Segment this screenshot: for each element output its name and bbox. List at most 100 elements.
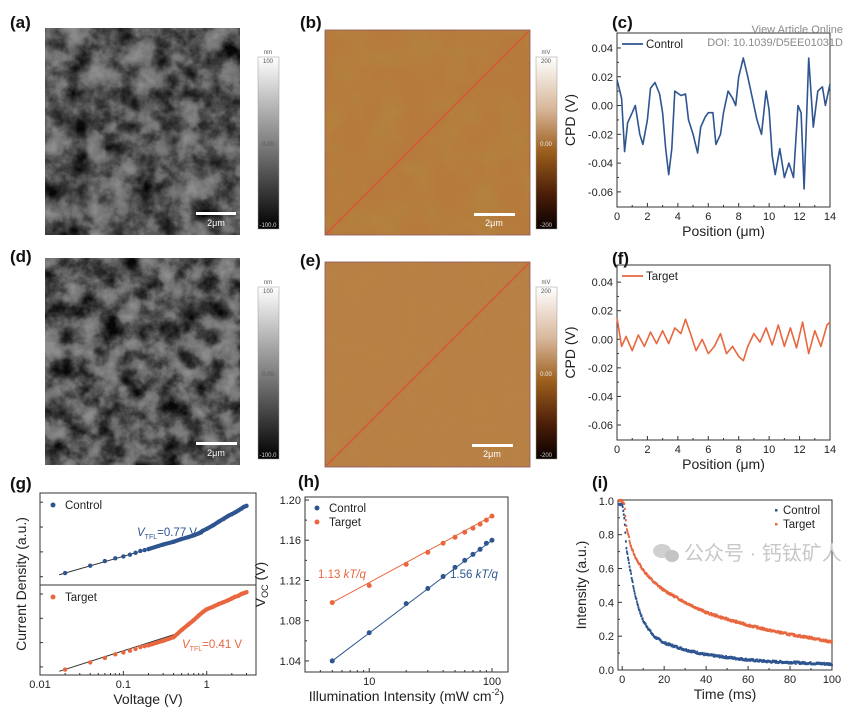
panel-b-kpfm-map: (b) 2μm mV 200 0.00 -200 [300,13,558,236]
data-point [826,640,829,644]
data-point [160,638,166,643]
x-tick-label: 6 [705,211,711,223]
x-tick-label: 14 [824,211,836,223]
data-point [798,660,800,664]
colorbar-mid: 0.00 [540,372,552,378]
data-point [648,575,651,578]
colorbar-min: -100.0 [259,223,277,229]
data-point [634,595,637,598]
data-point [644,623,647,626]
data-point [661,589,664,592]
data-point [179,536,184,542]
data-point [640,614,643,617]
data-point [792,634,795,638]
data-point [225,513,231,519]
data-point [756,658,758,661]
doi-text: DOI: 10.1039/D5EE01031D [707,37,843,49]
y-axis-label: CPD (V) [562,94,578,146]
legend-label: Control [329,503,366,515]
data-point [649,629,652,632]
y-tick-label: -0.02 [588,363,613,375]
view-article-online-link[interactable]: View Article Online [751,24,843,36]
scale-bar-label: 2μm [207,218,225,228]
data-point [440,573,446,579]
data-point [666,590,669,594]
data-point [760,626,763,629]
data-point [789,662,792,665]
panel-label: (g) [10,474,32,493]
data-point [759,627,762,631]
data-point [755,625,758,628]
data-point [216,601,222,607]
data-point [622,513,625,516]
data-point [699,607,702,611]
x-tick-label: 10 [763,211,775,223]
data-point [121,554,126,559]
data-point [440,540,446,546]
data-point [637,606,640,609]
data-point [724,656,727,660]
scale-bar-label: 2μm [485,218,503,228]
data-point [734,619,737,622]
data-point [738,658,741,661]
panel-label: (c) [612,13,633,32]
data-point [827,640,830,644]
data-point [642,619,645,623]
data-point [623,516,626,520]
panel-label: (d) [10,247,32,266]
data-point [102,655,108,661]
data-point [452,534,458,540]
data-point [171,539,176,544]
colorbar-unit: mV [542,280,551,286]
data-point [127,552,133,557]
x-tick-label: 40 [700,674,712,686]
data-point [483,517,489,523]
legend-label: Control [783,505,820,517]
data-point [728,618,731,621]
x-tick-label: 14 [824,444,836,456]
data-point [425,549,431,555]
data-point [186,534,191,540]
data-point [788,634,791,637]
data-point [759,626,762,629]
data-point [730,620,733,623]
data-point [642,568,645,571]
data-point [738,620,741,624]
data-point [329,600,335,606]
data-point [704,610,706,613]
legend-marker [775,509,778,512]
legend-label: Target [646,271,679,283]
data-point [827,662,830,665]
data-point [171,635,176,640]
scale-bar [472,444,513,447]
x-tick-label: 6 [705,444,711,456]
data-point [801,662,804,665]
data-point [630,572,633,575]
data-point [792,633,795,636]
scan-line [325,262,530,467]
plot-frame [616,32,831,208]
data-point [631,548,634,552]
legend-label: Target [329,517,362,529]
data-point [696,606,699,610]
colorbar [257,286,280,460]
data-point [747,625,750,628]
ideality-annotation: 1.56 kT/q [450,569,499,581]
x-tick-label: 100 [823,674,841,686]
data-point [632,585,635,588]
data-point [138,644,143,650]
data-point [718,654,721,658]
data-point [179,627,184,633]
legend-label: Target [65,592,98,604]
data-point [87,563,93,568]
data-point [797,635,800,638]
legend-marker [775,523,778,526]
data-point [630,547,633,550]
x-tick-label: 0 [614,444,620,456]
data-point [631,580,634,584]
y-tick-label: 1.12 [280,575,301,587]
y-axis-label: CPD (V) [562,326,578,378]
colorbar-min: -200 [540,453,553,459]
legend-label: Control [646,39,683,51]
